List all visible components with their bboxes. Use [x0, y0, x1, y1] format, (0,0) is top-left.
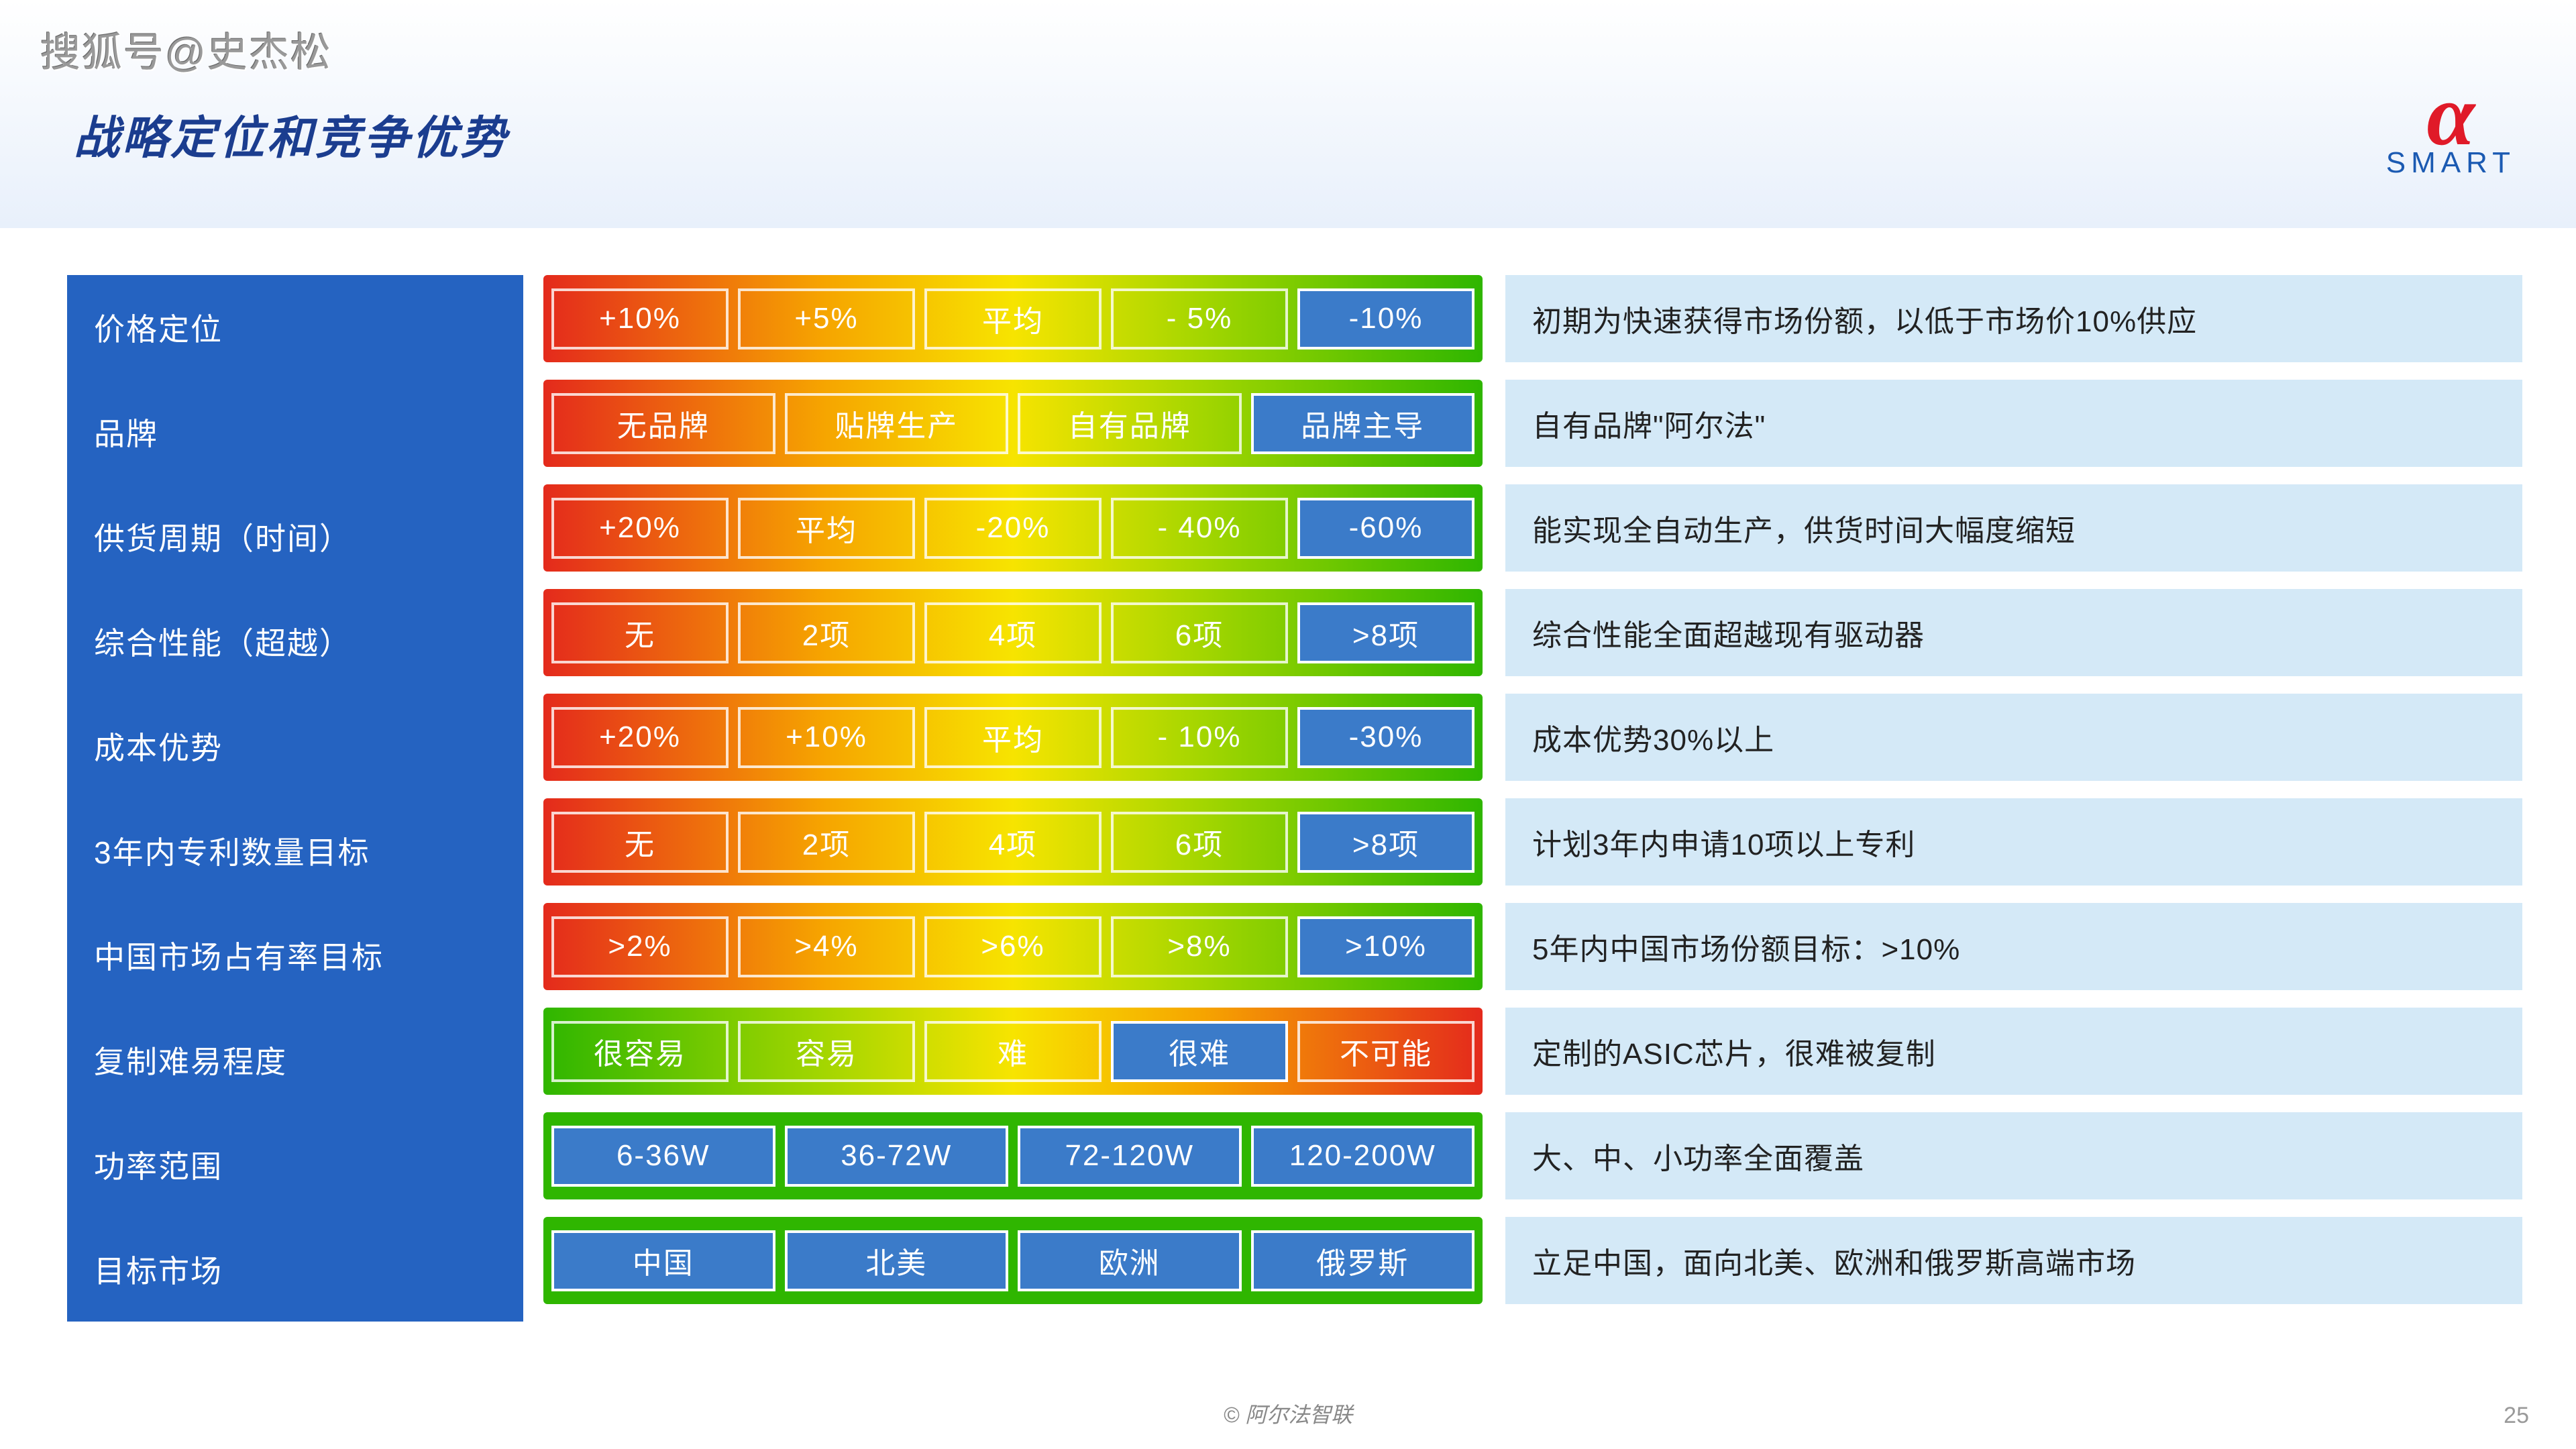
scale-bar: +20%平均-20%- 40%-60% — [543, 484, 1483, 572]
scale-option: 6项 — [1111, 812, 1288, 873]
scale-option: 2项 — [738, 602, 915, 663]
scale-bar: 6-36W36-72W72-120W120-200W — [543, 1112, 1483, 1199]
scale-option: -10% — [1297, 288, 1474, 350]
scale-bar: 无2项4项6项>8项 — [543, 798, 1483, 885]
scale-option: >10% — [1297, 916, 1474, 977]
page-title: 战略定位和竞争优势 — [74, 101, 508, 167]
scale-option: 4项 — [924, 602, 1102, 663]
row-description: 5年内中国市场份额目标：>10% — [1505, 903, 2522, 990]
rows-column: +10%+5%平均- 5%-10%初期为快速获得市场份额，以低于市场价10%供应… — [543, 275, 2522, 1322]
scale-option: - 10% — [1111, 707, 1288, 768]
row-label: 中国市场占有率目标 — [67, 903, 523, 1008]
scale-option: 6-36W — [551, 1126, 775, 1187]
scale-option: >8项 — [1297, 602, 1474, 663]
content-grid: 价格定位品牌供货周期（时间）综合性能（超越）成本优势3年内专利数量目标中国市场占… — [67, 275, 2522, 1322]
scale-option: 6项 — [1111, 602, 1288, 663]
row-label: 复制难易程度 — [67, 1008, 523, 1112]
scale-option: +5% — [738, 288, 915, 350]
scale-bar: 无2项4项6项>8项 — [543, 589, 1483, 676]
scale-option: 很难 — [1111, 1021, 1288, 1082]
scale-option: -30% — [1297, 707, 1474, 768]
scale-row: 很容易容易难很难不可能定制的ASIC芯片，很难被复制 — [543, 1008, 2522, 1095]
scale-option: 120-200W — [1251, 1126, 1475, 1187]
row-description: 计划3年内申请10项以上专利 — [1505, 798, 2522, 885]
scale-option: 无 — [551, 602, 729, 663]
scale-bar: 无品牌贴牌生产自有品牌品牌主导 — [543, 380, 1483, 467]
scale-row: 无2项4项6项>8项计划3年内申请10项以上专利 — [543, 798, 2522, 885]
row-description: 自有品牌"阿尔法" — [1505, 380, 2522, 467]
scale-option: 无 — [551, 812, 729, 873]
scale-option: 难 — [924, 1021, 1102, 1082]
scale-option: 平均 — [924, 288, 1102, 350]
scale-bar: 中国北美欧洲俄罗斯 — [543, 1217, 1483, 1304]
scale-row: +10%+5%平均- 5%-10% 初期为快速获得市场份额，以低于市场价10%供应 — [543, 275, 2522, 362]
scale-option: 自有品牌 — [1018, 393, 1242, 454]
row-description: 能实现全自动生产，供货时间大幅度缩短 — [1505, 484, 2522, 572]
scale-option: +20% — [551, 498, 729, 559]
scale-option: 2项 — [738, 812, 915, 873]
footer-copyright: © 阿尔法智联 — [1224, 1398, 1352, 1429]
scale-option: -60% — [1297, 498, 1474, 559]
scale-option: >4% — [738, 916, 915, 977]
scale-row: 6-36W36-72W72-120W120-200W 大、中、小功率全面覆盖 — [543, 1112, 2522, 1199]
scale-option: 不可能 — [1297, 1021, 1474, 1082]
scale-option: 品牌主导 — [1251, 393, 1475, 454]
row-description: 成本优势30%以上 — [1505, 694, 2522, 781]
logo-text: SMART — [2386, 146, 2516, 180]
scale-option: 贴牌生产 — [785, 393, 1009, 454]
scale-option: 容易 — [738, 1021, 915, 1082]
scale-bar: 很容易容易难很难不可能 — [543, 1008, 1483, 1095]
row-description: 大、中、小功率全面覆盖 — [1505, 1112, 2522, 1199]
scale-option: 平均 — [924, 707, 1102, 768]
row-description: 综合性能全面超越现有驱动器 — [1505, 589, 2522, 676]
row-description: 初期为快速获得市场份额，以低于市场价10%供应 — [1505, 275, 2522, 362]
scale-option: 中国 — [551, 1230, 775, 1291]
scale-row: 中国北美欧洲俄罗斯立足中国，面向北美、欧洲和俄罗斯高端市场 — [543, 1217, 2522, 1304]
row-label: 成本优势 — [67, 694, 523, 798]
scale-option: - 40% — [1111, 498, 1288, 559]
scale-option: >2% — [551, 916, 729, 977]
row-label: 目标市场 — [67, 1217, 523, 1322]
scale-option: -20% — [924, 498, 1102, 559]
scale-bar: +10%+5%平均- 5%-10% — [543, 275, 1483, 362]
scale-option: 欧洲 — [1018, 1230, 1242, 1291]
scale-row: +20%+10%平均- 10%-30% 成本优势30%以上 — [543, 694, 2522, 781]
scale-option: >8项 — [1297, 812, 1474, 873]
scale-option: 俄罗斯 — [1251, 1230, 1475, 1291]
scale-option: +10% — [738, 707, 915, 768]
row-label: 功率范围 — [67, 1112, 523, 1217]
labels-column: 价格定位品牌供货周期（时间）综合性能（超越）成本优势3年内专利数量目标中国市场占… — [67, 275, 523, 1322]
row-label: 供货周期（时间） — [67, 484, 523, 589]
scale-option: 平均 — [738, 498, 915, 559]
scale-option: >6% — [924, 916, 1102, 977]
row-label: 3年内专利数量目标 — [67, 798, 523, 903]
logo: α SMART — [2386, 80, 2516, 180]
scale-option: 无品牌 — [551, 393, 775, 454]
row-label: 品牌 — [67, 380, 523, 484]
scale-option: 很容易 — [551, 1021, 729, 1082]
scale-row: >2%>4%>6%>8%>10% 5年内中国市场份额目标：>10% — [543, 903, 2522, 990]
row-description: 立足中国，面向北美、欧洲和俄罗斯高端市场 — [1505, 1217, 2522, 1304]
scale-option: 36-72W — [785, 1126, 1009, 1187]
scale-row: 无2项4项6项>8项综合性能全面超越现有驱动器 — [543, 589, 2522, 676]
scale-option: +20% — [551, 707, 729, 768]
scale-option: >8% — [1111, 916, 1288, 977]
scale-option: +10% — [551, 288, 729, 350]
scale-row: +20%平均-20%- 40%-60%能实现全自动生产，供货时间大幅度缩短 — [543, 484, 2522, 572]
scale-row: 无品牌贴牌生产自有品牌品牌主导自有品牌"阿尔法" — [543, 380, 2522, 467]
scale-bar: >2%>4%>6%>8%>10% — [543, 903, 1483, 990]
scale-option: 72-120W — [1018, 1126, 1242, 1187]
row-description: 定制的ASIC芯片，很难被复制 — [1505, 1008, 2522, 1095]
scale-option: 北美 — [785, 1230, 1009, 1291]
logo-alpha-icon: α — [2386, 80, 2516, 150]
row-label: 综合性能（超越） — [67, 589, 523, 694]
row-label: 价格定位 — [67, 275, 523, 380]
watermark: 搜狐号@史杰松 — [40, 20, 332, 78]
scale-bar: +20%+10%平均- 10%-30% — [543, 694, 1483, 781]
page-number: 25 — [2504, 1403, 2529, 1429]
scale-option: 4项 — [924, 812, 1102, 873]
scale-option: - 5% — [1111, 288, 1288, 350]
